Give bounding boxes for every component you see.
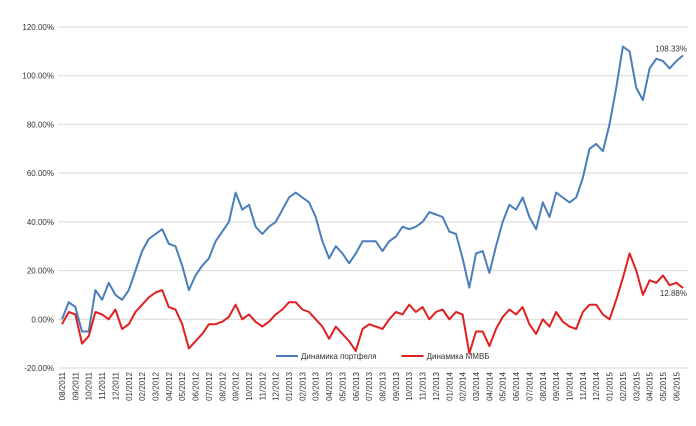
x-tick-label: 06/2014 xyxy=(512,371,521,400)
y-tick-label: -20.00% xyxy=(24,364,54,373)
x-tick-label: 09/2011 xyxy=(71,371,80,400)
x-tick-label: 12/2013 xyxy=(432,371,441,400)
x-tick-label: 12/2012 xyxy=(272,371,281,400)
x-tick-label: 05/2013 xyxy=(338,371,347,400)
x-tick-label: 11/2011 xyxy=(98,371,107,399)
x-tick-label: 04/2012 xyxy=(165,371,174,400)
x-tick-label: 03/2015 xyxy=(632,371,641,400)
x-tick-label: 08/2013 xyxy=(379,371,388,400)
x-tick-label: 03/2014 xyxy=(472,371,481,400)
x-tick-label: 05/2014 xyxy=(499,371,508,400)
x-tick-label: 02/2014 xyxy=(459,371,468,400)
x-tick-label: 08/2014 xyxy=(539,371,548,400)
x-tick-label: 11/2012 xyxy=(258,371,267,400)
x-tick-label: 09/2013 xyxy=(392,371,401,400)
x-tick-label: 02/2012 xyxy=(138,371,147,400)
y-tick-label: 20.00% xyxy=(27,267,54,276)
x-tick-label: 09/2014 xyxy=(552,371,561,400)
x-tick-label: 06/2015 xyxy=(672,371,681,400)
x-tick-label: 01/2015 xyxy=(606,371,615,400)
x-tick-label: 10/2012 xyxy=(245,371,254,400)
x-tick-label: 12/2011 xyxy=(111,371,120,400)
data-label: 108.33% xyxy=(655,44,687,53)
x-tick-label: 09/2012 xyxy=(232,371,241,400)
x-tick-label: 02/2015 xyxy=(619,371,628,400)
y-tick-label: 40.00% xyxy=(27,218,54,227)
y-tick-label: 80.00% xyxy=(27,120,54,129)
x-tick-label: 10/2013 xyxy=(405,371,414,400)
x-tick-label: 05/2015 xyxy=(659,371,668,400)
legend-label: Динамика портфеля xyxy=(301,352,377,361)
x-tick-label: 12/2014 xyxy=(592,371,601,400)
y-tick-label: 120.00% xyxy=(22,23,54,32)
x-tick-label: 01/2014 xyxy=(445,371,454,400)
x-tick-label: 05/2012 xyxy=(178,371,187,400)
x-tick-label: 10/2014 xyxy=(565,371,574,400)
x-tick-label: 10/2011 xyxy=(85,371,94,400)
x-tick-label: 01/2013 xyxy=(285,371,294,400)
x-tick-label: 06/2012 xyxy=(192,371,201,400)
data-label: 12.88% xyxy=(660,289,687,298)
x-tick-label: 02/2013 xyxy=(298,371,307,400)
x-tick-label: 04/2013 xyxy=(325,371,334,400)
x-tick-label: 03/2012 xyxy=(151,371,160,400)
x-tick-label: 04/2014 xyxy=(485,371,494,400)
legend-label: Динамика ММВБ xyxy=(427,352,490,361)
x-tick-label: 08/2012 xyxy=(218,371,227,400)
series-line xyxy=(61,252,684,355)
x-tick-label: 01/2012 xyxy=(125,371,134,400)
y-tick-label: 60.00% xyxy=(27,169,54,178)
y-tick-label: 0.00% xyxy=(31,315,54,324)
x-tick-label: 08/2011 xyxy=(58,371,67,400)
x-tick-label: 04/2015 xyxy=(646,371,655,400)
x-tick-label: 03/2013 xyxy=(312,371,321,400)
x-tick-label: 11/2013 xyxy=(419,371,428,400)
x-tick-label: 07/2012 xyxy=(205,371,214,400)
x-tick-label: 07/2014 xyxy=(525,371,534,400)
x-tick-label: 06/2013 xyxy=(352,371,361,400)
series-line xyxy=(61,45,684,333)
x-tick-label: 11/2014 xyxy=(579,371,588,400)
y-tick-label: 100.00% xyxy=(22,72,54,81)
x-tick-label: 07/2013 xyxy=(365,371,374,400)
